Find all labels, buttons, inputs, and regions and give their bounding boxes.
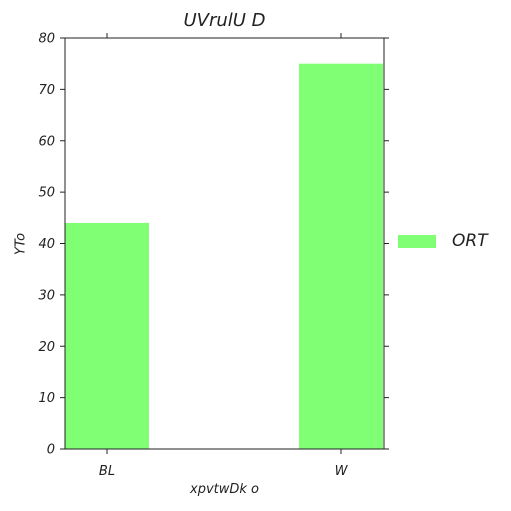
x-axis-label: xpvtwDk o bbox=[190, 482, 259, 497]
chart-title: UVrulU D bbox=[183, 10, 266, 31]
y-tick-label: 50 bbox=[38, 186, 55, 201]
legend-swatch-ort bbox=[398, 234, 436, 248]
y-tick-label: 80 bbox=[38, 32, 55, 47]
y-tick-label: 40 bbox=[38, 237, 55, 252]
bar-w bbox=[299, 63, 383, 449]
y-tick-label: 70 bbox=[38, 83, 55, 98]
bars-layer bbox=[65, 63, 383, 449]
x-tick-label-w: W bbox=[335, 464, 349, 479]
axes-layer: 0 10 20 30 40 50 60 70 80 BL W bbox=[38, 32, 389, 479]
legend-label-ort: ORT bbox=[452, 231, 488, 251]
y-tick-label: 10 bbox=[38, 391, 55, 406]
y-axis-label: YTo bbox=[13, 232, 29, 256]
bar-bl bbox=[65, 222, 149, 449]
y-tick-label: 20 bbox=[38, 340, 55, 355]
y-tick-label: 0 bbox=[47, 443, 55, 458]
legend: ORT bbox=[398, 231, 488, 251]
x-tick-label-bl: BL bbox=[99, 464, 115, 479]
y-tick-label: 30 bbox=[38, 288, 55, 303]
y-tick-label: 60 bbox=[38, 134, 55, 149]
